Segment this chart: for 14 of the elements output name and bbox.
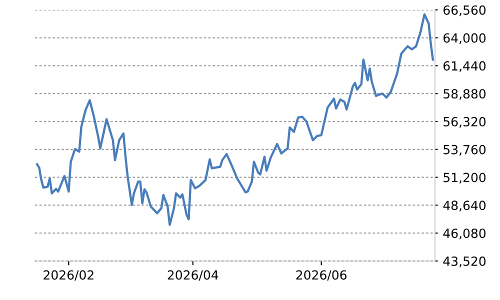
y-tick-label: 43,520 (443, 256, 486, 268)
line-series (36, 13, 434, 226)
y-tick-label: 46,080 (443, 228, 486, 240)
x-tick-label: 2026/04 (168, 270, 218, 281)
y-tick-label: 51,200 (444, 172, 486, 184)
y-tick-label: 66,560 (444, 5, 486, 16)
y-tick-label: 53,760 (444, 144, 486, 156)
y-tick-label: 56,320 (444, 116, 486, 128)
y-tick-label: 64,000 (444, 33, 486, 44)
y-tick-label: 61,440 (444, 61, 486, 72)
x-tick-label: 2026/02 (44, 270, 94, 281)
y-tick-label: 58,880 (444, 89, 486, 100)
x-tick-label: 2026/06 (296, 270, 346, 281)
y-tick-label: 48,640 (443, 200, 486, 212)
